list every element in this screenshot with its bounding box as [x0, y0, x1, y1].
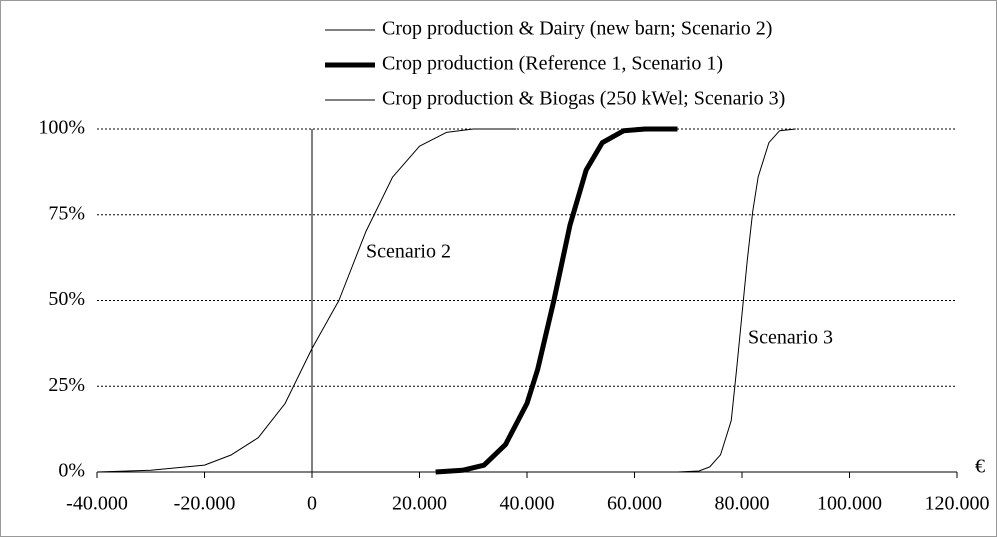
series-line	[677, 128, 796, 473]
y-tick-label: 0%	[58, 460, 85, 482]
x-tick-label: -40.000	[66, 493, 128, 515]
legend-label: Crop production & Biogas (250 kWel; Scen…	[382, 88, 785, 110]
x-tick-label: 60.000	[607, 493, 662, 515]
x-tick-label: -20.000	[174, 493, 236, 515]
x-tick-label: 100.000	[817, 493, 882, 515]
y-tick-label: 100%	[38, 117, 85, 139]
series-line	[435, 126, 678, 475]
y-tick-label: 75%	[48, 202, 85, 224]
x-tick-label: 20.000	[392, 493, 447, 515]
series-line	[96, 128, 517, 473]
x-tick-label: 0	[307, 493, 317, 515]
legend-label: Crop production (Reference 1, Scenario 1…	[382, 53, 723, 75]
x-tick-label: 40.000	[500, 493, 555, 515]
x-axis-label: €	[975, 456, 985, 478]
annotation: Scenario 2	[366, 241, 451, 263]
y-tick-label: 25%	[48, 374, 85, 396]
y-tick-label: 50%	[48, 288, 85, 310]
x-tick-label: 80.000	[715, 493, 770, 515]
x-tick-label: 120.000	[925, 493, 990, 515]
annotation: Scenario 3	[748, 327, 833, 349]
legend-label: Crop production & Dairy (new barn; Scena…	[382, 18, 772, 40]
